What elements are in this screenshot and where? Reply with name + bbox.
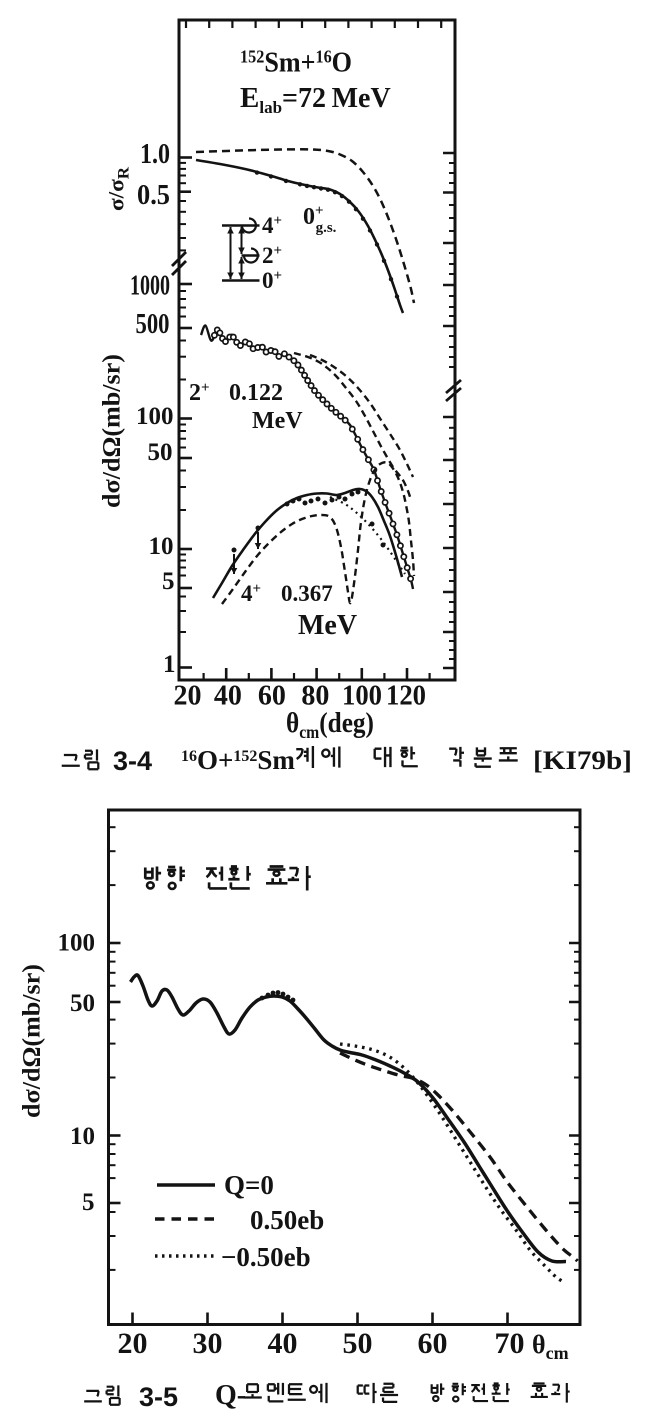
svg-text:2+: 2+ [262,243,282,268]
svg-text:θcm(deg): θcm(deg) [286,707,374,742]
svg-text:120: 120 [386,681,426,712]
svg-text:0+: 0+ [262,268,282,293]
svg-text:16O+152Sm: 16O+152Sm [181,745,295,775]
svg-text:20: 20 [174,681,202,712]
svg-text:10: 10 [149,533,174,560]
svg-text:[KI79b]: [KI79b] [533,746,632,775]
svg-text:σ/σR: σ/σR [104,167,133,211]
svg-text:3-4: 3-4 [113,746,152,776]
svg-text:dσ/dΩ(mb/sr): dσ/dΩ(mb/sr) [19,964,46,1118]
svg-text:−0.50eb: −0.50eb [221,1242,311,1272]
svg-text:10: 10 [70,1123,95,1150]
svg-text:θcm: θcm [532,1330,569,1363]
svg-text:1000: 1000 [130,270,170,302]
svg-text:100: 100 [342,681,382,712]
svg-text:dσ/dΩ(mb/sr): dσ/dΩ(mb/sr) [99,354,126,508]
svg-text:0.367: 0.367 [281,581,333,606]
svg-text:2+: 2+ [189,380,210,406]
svg-text:MeV: MeV [252,408,303,434]
svg-text:20: 20 [118,1327,148,1360]
svg-text:70: 70 [495,1327,525,1360]
svg-text:50: 50 [70,990,95,1017]
svg-text:152Sm+16O: 152Sm+16O [240,47,352,79]
svg-text:60: 60 [418,1327,448,1360]
svg-text:60: 60 [258,681,286,712]
svg-text:1: 1 [163,651,176,678]
svg-text:3-5: 3-5 [139,1382,178,1412]
svg-text:0.50eb: 0.50eb [250,1205,324,1235]
svg-text:Q-: Q- [215,1380,246,1411]
svg-text:4+: 4+ [262,213,282,238]
svg-text:4+: 4+ [241,581,261,606]
svg-text:80: 80 [301,681,329,712]
svg-text:0.5: 0.5 [137,179,170,211]
svg-text:40: 40 [214,681,242,712]
svg-text:50: 50 [148,439,173,466]
svg-text:1.0: 1.0 [140,138,170,170]
svg-text:0.122: 0.122 [229,380,283,406]
svg-text:40: 40 [268,1327,298,1360]
svg-text:5: 5 [162,568,175,595]
svg-text:0+g.s.: 0+ g.s. [303,203,337,236]
svg-text:30: 30 [193,1327,223,1360]
svg-text:5: 5 [82,1189,95,1216]
svg-text:50: 50 [343,1327,373,1360]
svg-text:500: 500 [136,308,170,340]
svg-text:Q=0: Q=0 [224,1170,274,1200]
svg-text:100: 100 [58,930,96,957]
svg-text:100: 100 [136,403,174,430]
svg-text:Elab=72 MeV: Elab=72 MeV [240,82,391,117]
svg-text:MeV: MeV [298,610,357,641]
